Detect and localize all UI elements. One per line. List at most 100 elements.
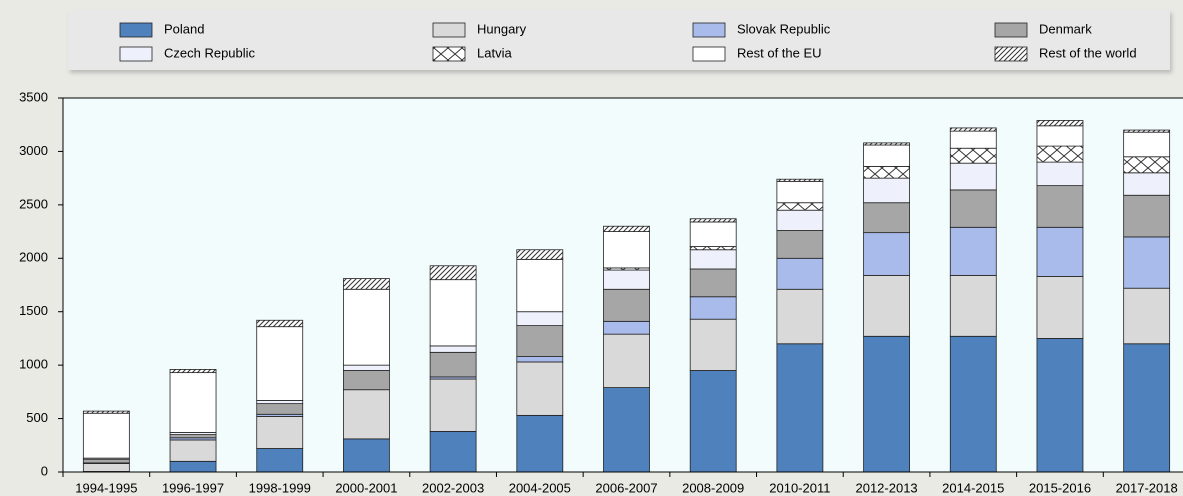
- legend-label: Czech Republic: [164, 45, 256, 60]
- bar-segment: [603, 387, 650, 473]
- bar-segment: [343, 364, 390, 371]
- bar-segment: [603, 288, 650, 322]
- x-tick-label: 1998-1999: [249, 480, 311, 495]
- bar-segment: [689, 246, 737, 251]
- bar-segment: [863, 144, 910, 167]
- bar-segment: [689, 370, 737, 473]
- x-tick-label: 2017-2018: [1116, 480, 1178, 495]
- bar-segment: [949, 147, 997, 164]
- bar-segment: [1036, 185, 1084, 228]
- bar-segment: [776, 209, 824, 231]
- bar-segment: [429, 265, 477, 281]
- legend-swatch: [994, 46, 1028, 62]
- bar-segment: [603, 225, 650, 232]
- y-tick-label: 3000: [19, 143, 48, 158]
- bar-segment: [949, 127, 997, 132]
- y-tick-label: 0: [41, 463, 48, 478]
- y-tick-label: 500: [26, 410, 48, 425]
- bar-segment: [169, 460, 217, 473]
- x-tick-label: 1996-1997: [162, 480, 224, 495]
- legend-label: Latvia: [477, 45, 512, 60]
- bar-segment: [689, 318, 737, 371]
- x-tick-label: 1994-1995: [75, 480, 137, 495]
- legend-label: Denmark: [1039, 21, 1092, 36]
- bar-segment: [256, 326, 304, 401]
- bar-segment: [776, 343, 824, 473]
- bar-segment: [516, 249, 564, 260]
- bar-segment: [1036, 120, 1084, 127]
- legend-box: [68, 10, 1170, 70]
- bar-segment: [863, 232, 910, 276]
- bar-segment: [256, 403, 304, 415]
- bar-segment: [1036, 161, 1084, 187]
- bar-segment: [1123, 287, 1171, 345]
- bar-segment: [689, 249, 737, 270]
- bar-segment: [776, 288, 824, 345]
- legend-swatch: [119, 46, 153, 62]
- bar-segment: [516, 361, 564, 416]
- bar-segment: [256, 416, 304, 449]
- legend-swatch: [432, 46, 466, 62]
- bar-segment: [82, 410, 130, 414]
- bar-segment: [1123, 194, 1171, 238]
- legend-label: Rest of the world: [1039, 45, 1137, 60]
- bar-segment: [82, 458, 130, 464]
- bar-segment: [1123, 131, 1171, 158]
- bar-segment: [603, 333, 650, 388]
- x-tick-label: 2012-2013: [855, 480, 917, 495]
- bar-segment: [429, 351, 477, 378]
- bar-segment: [82, 463, 130, 472]
- bar-segment: [429, 279, 477, 347]
- x-tick-label: 2002-2003: [422, 480, 484, 495]
- bar-segment: [343, 370, 390, 391]
- bar-segment: [343, 288, 390, 366]
- legend-swatch: [119, 22, 153, 38]
- bar-segment: [949, 226, 997, 276]
- bar-segment: [256, 400, 304, 405]
- y-tick-label: 1500: [19, 303, 48, 318]
- x-tick-label: 2014-2015: [942, 480, 1004, 495]
- bar-segment: [776, 230, 824, 259]
- bar-segment: [82, 412, 130, 459]
- y-tick-label: 1000: [19, 357, 48, 372]
- bar-segment: [949, 335, 997, 473]
- x-tick-label: 2000-2001: [335, 480, 397, 495]
- bar-segment: [776, 180, 824, 204]
- bar-segment: [776, 178, 824, 182]
- bar-segment: [516, 311, 564, 327]
- bar-segment: [1036, 125, 1084, 147]
- bar-segment: [1036, 226, 1084, 277]
- bar-segment: [343, 389, 390, 440]
- bar-segment: [1123, 236, 1171, 289]
- bar-segment: [863, 165, 910, 179]
- x-tick-label: 2010-2011: [769, 480, 830, 495]
- legend-label: Poland: [164, 21, 204, 36]
- bar-segment: [429, 430, 477, 473]
- legend-swatch: [432, 22, 466, 38]
- bar-segment: [863, 274, 910, 337]
- bar-segment: [863, 177, 910, 204]
- bar-segment: [1123, 156, 1171, 174]
- bar-segment: [429, 345, 477, 353]
- bar-segment: [1036, 338, 1084, 473]
- bar-segment: [169, 434, 217, 439]
- bar-segment: [603, 320, 650, 335]
- bar-segment: [776, 257, 824, 290]
- y-tick-label: 2000: [19, 250, 48, 265]
- bar-segment: [949, 189, 997, 228]
- bar-segment: [1036, 145, 1084, 163]
- bar-segment: [343, 278, 390, 290]
- bar-segment: [863, 335, 910, 473]
- legend-swatch: [692, 22, 726, 38]
- bar-segment: [949, 274, 997, 337]
- bar-segment: [603, 231, 650, 269]
- bar-segment: [256, 319, 304, 328]
- bar-segment: [169, 372, 217, 433]
- x-tick-label: 2004-2005: [509, 480, 571, 495]
- legend-swatch: [692, 46, 726, 62]
- bar-segment: [949, 130, 997, 149]
- bar-segment: [343, 438, 390, 473]
- bar-segment: [603, 269, 650, 290]
- bar-segment: [1123, 129, 1171, 133]
